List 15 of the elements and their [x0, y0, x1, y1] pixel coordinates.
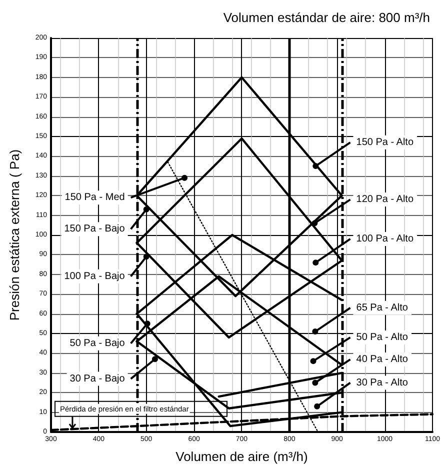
annotation: 50 Pa - Alto	[356, 332, 408, 343]
annotation: 100 Pa - Alto	[356, 233, 414, 244]
annotation: 120 Pa - Alto	[356, 194, 414, 206]
annotation: 150 Pa - Alto	[356, 136, 414, 148]
annotation: 150 Pa - Bajo	[64, 224, 126, 235]
annotation: 50 Pa - Bajo	[70, 338, 126, 349]
annotation: 150 Pa - Med	[64, 192, 125, 204]
annotation: 65 Pa - Alto	[356, 302, 408, 314]
annotation: 40 Pa - Alto	[356, 354, 408, 365]
annotation: 100 Pa - Bajo	[64, 270, 126, 282]
annotation: 30 Pa - Alto	[356, 377, 408, 388]
chart-title: Volumen estándar de aire: 800 m³/h	[223, 10, 430, 25]
y-axis-title: Presión estática externa ( Pa)	[7, 149, 22, 321]
x-axis-title: Volumen de aire (m³/h)	[176, 449, 308, 464]
annotation: 30 Pa - Bajo	[70, 373, 126, 384]
